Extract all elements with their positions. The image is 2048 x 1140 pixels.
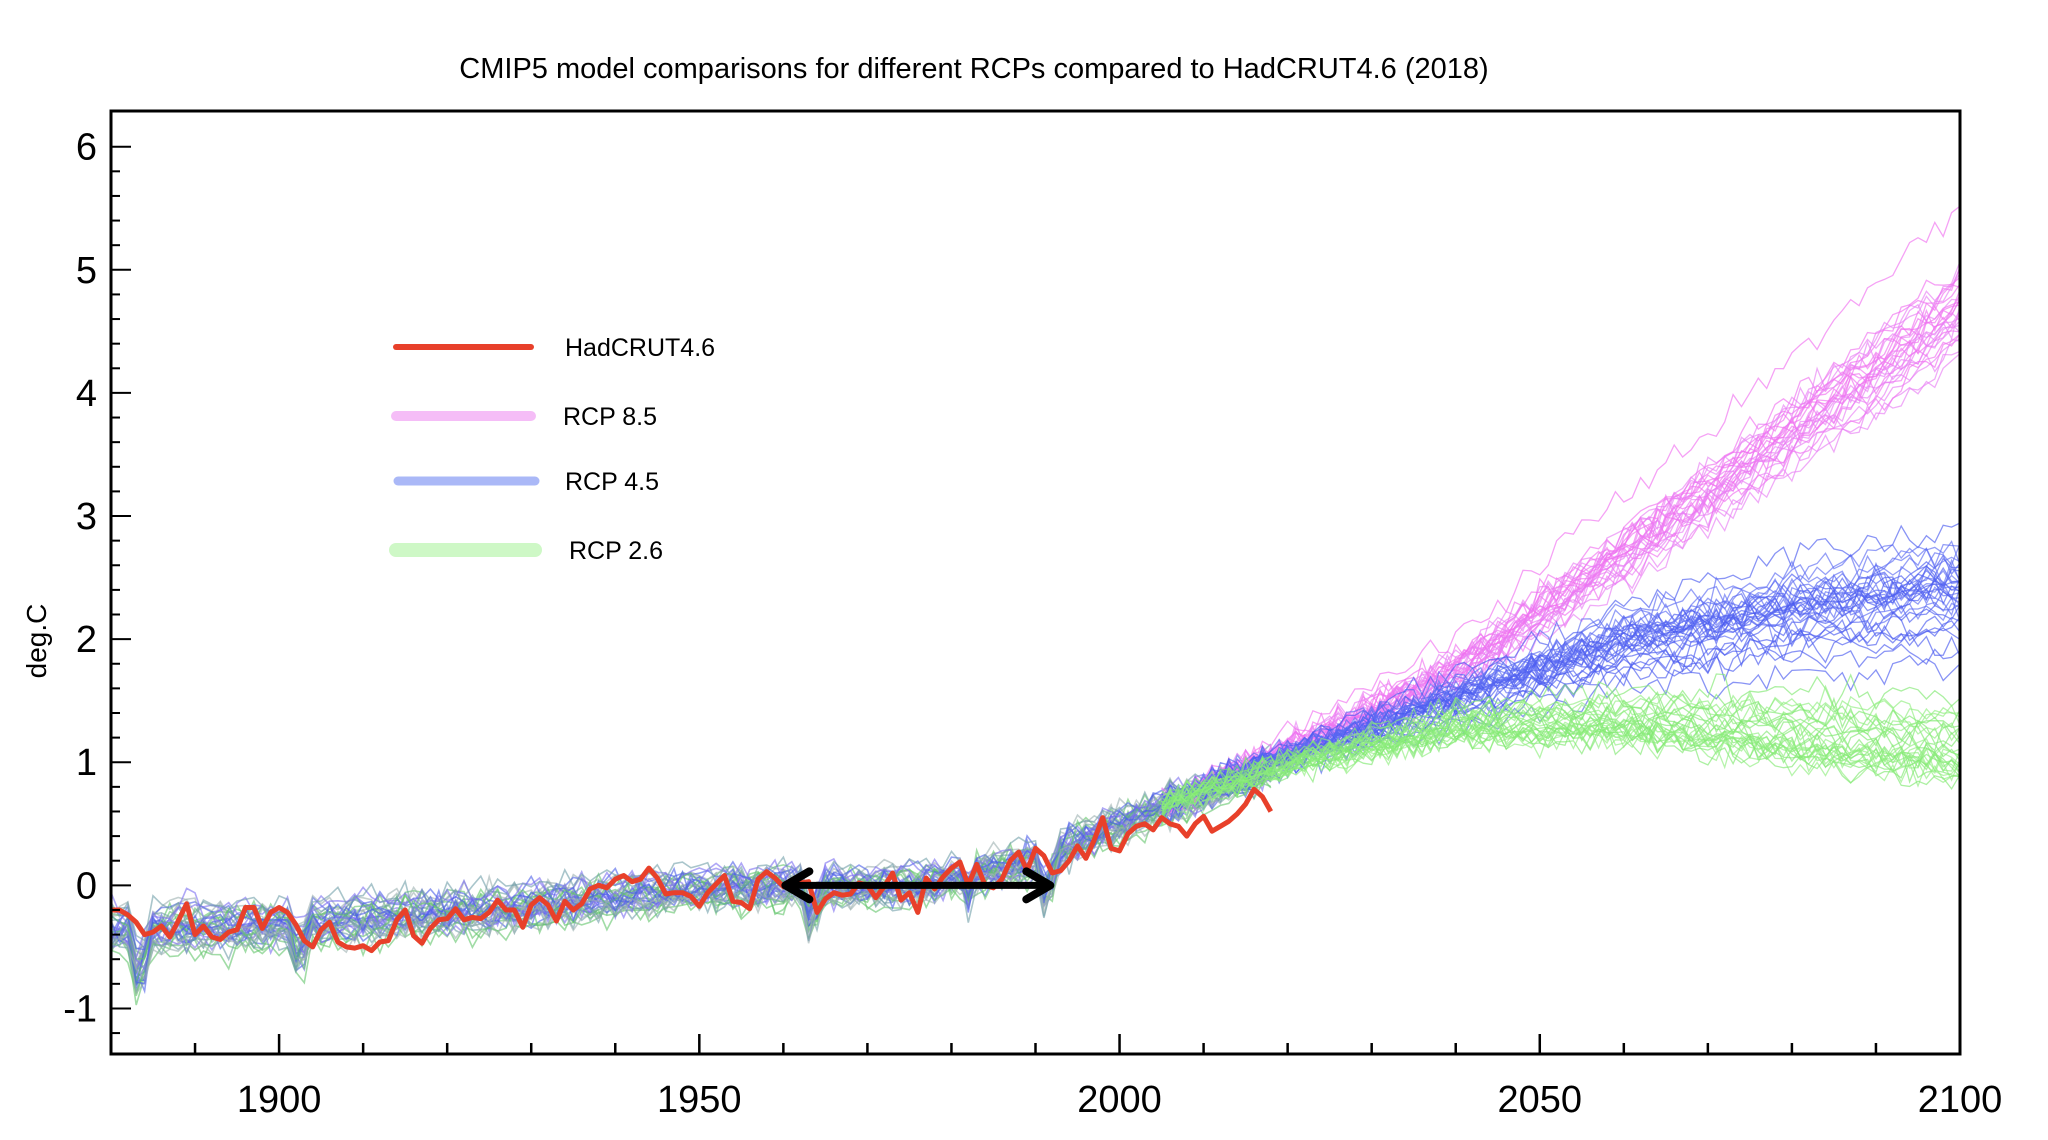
arrow-head-left	[781, 867, 814, 904]
model-run-rcp26	[1161, 690, 1960, 808]
historical-model-run	[111, 755, 1272, 970]
x-tick-label: 1950	[657, 1079, 742, 1121]
model-run-rcp26	[1161, 711, 1960, 810]
y-tick-label: 0	[76, 865, 97, 907]
legend: HadCRUT4.6 RCP 8.5 RCP 4.5 RCP 2.6	[389, 334, 715, 565]
model-run-rcp85	[1160, 205, 1960, 817]
arrow-head-right	[1022, 867, 1055, 904]
y-tick-label: 4	[76, 373, 97, 415]
model-run-rcp26	[1161, 709, 1960, 820]
y-tick-label: -1	[63, 988, 97, 1030]
model-run-rcp85	[1161, 261, 1960, 809]
y-axis-label: deg.C	[21, 604, 52, 679]
y-tick-label: 1	[76, 742, 97, 784]
axes: 1900 1950 2000 2050 2100 -1 0 1 2 3 4 5 6	[63, 109, 2003, 1121]
x-tick-label: 2100	[1918, 1079, 2003, 1121]
hadcrut-line	[111, 786, 1273, 954]
model-run-rcp26	[1161, 711, 1960, 812]
model-run-rcp26	[1160, 696, 1960, 817]
historical-model-run	[111, 769, 1271, 985]
model-run-rcp45	[1161, 540, 1960, 816]
model-run-rcp26	[1161, 693, 1960, 818]
legend-label: RCP 2.6	[569, 537, 663, 565]
model-run-rcp85	[1161, 276, 1960, 808]
model-run-rcp85	[1161, 267, 1960, 805]
x-tick-label: 1900	[237, 1079, 322, 1121]
model-run-rcp45	[1161, 654, 1960, 809]
legend-label: RCP 8.5	[563, 403, 657, 431]
legend-label: HadCRUT4.6	[565, 334, 715, 362]
model-run-rcp85	[1161, 304, 1960, 810]
model-run-rcp45	[1161, 522, 1960, 818]
model-run-rcp45	[1161, 596, 1960, 805]
model-run-rcp26	[1161, 684, 1960, 809]
y-tick-label: 2	[76, 619, 97, 661]
y-tick-label: 6	[76, 127, 97, 169]
y-tick-label: 5	[76, 250, 97, 292]
chart-title: CMIP5 model comparisons for different RC…	[459, 53, 1488, 85]
historical-model-run	[111, 754, 1272, 985]
model-run-rcp26	[1161, 727, 1960, 817]
y-tick-label: 3	[76, 496, 97, 538]
baseline-period-arrow	[781, 867, 1055, 904]
historical-model-run	[111, 755, 1272, 970]
x-tick-label: 2050	[1497, 1079, 1582, 1121]
legend-label: RCP 4.5	[565, 468, 659, 496]
x-tick-label: 2000	[1077, 1079, 1162, 1121]
observations	[111, 786, 1273, 954]
model-run-rcp45	[1161, 543, 1960, 807]
